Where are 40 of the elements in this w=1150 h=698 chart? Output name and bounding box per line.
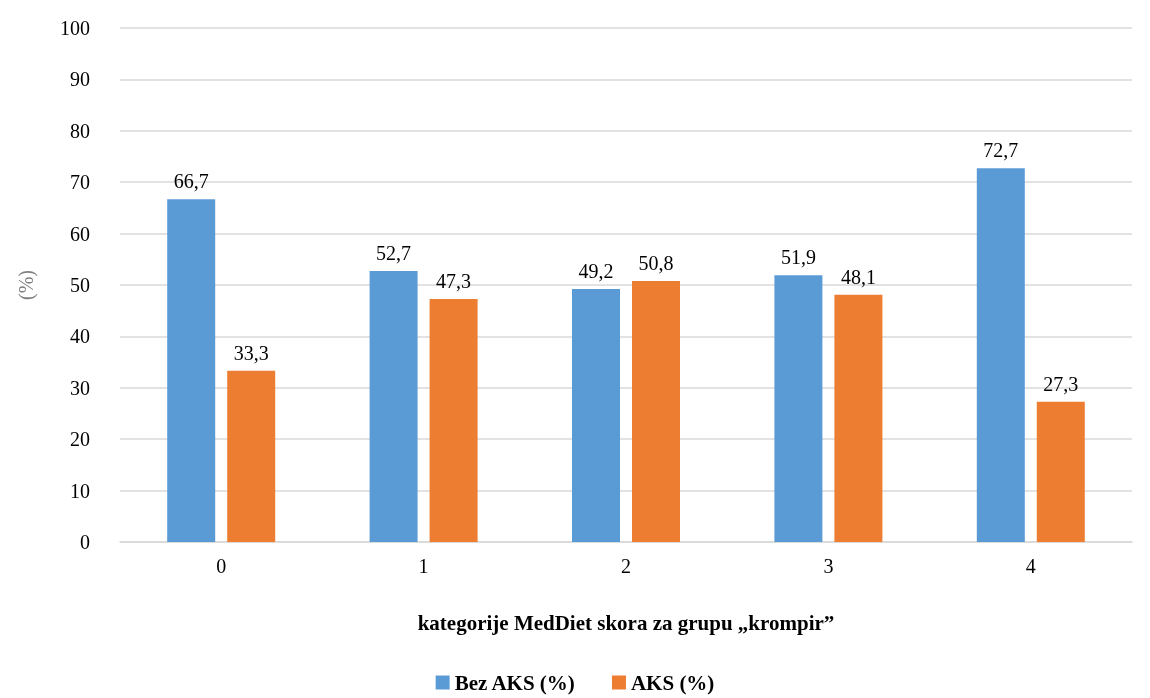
data-label: 27,3 bbox=[1043, 372, 1079, 395]
bar bbox=[774, 275, 823, 542]
x-tick-label: 3 bbox=[823, 555, 834, 577]
bar bbox=[1036, 401, 1085, 542]
y-tick-label: 40 bbox=[70, 325, 90, 348]
data-label: 51,9 bbox=[780, 246, 816, 269]
legend-label: AKS (%) bbox=[630, 670, 715, 695]
bar bbox=[572, 289, 620, 542]
x-axis-title: kategorije MedDiet skora za grupu „krompir” bbox=[417, 610, 835, 635]
x-tick-label: 4 bbox=[1025, 555, 1036, 577]
bar bbox=[632, 280, 680, 542]
x-tick-label: 2 bbox=[621, 555, 631, 577]
data-label: 48,1 bbox=[840, 265, 876, 288]
y-tick-label: 100 bbox=[60, 17, 90, 39]
y-tick-label: 70 bbox=[70, 171, 90, 194]
y-tick-label: 10 bbox=[70, 479, 90, 502]
data-label: 49,2 bbox=[578, 260, 614, 283]
bar bbox=[167, 199, 216, 542]
y-tick-label: 60 bbox=[70, 222, 90, 245]
y-tick-label: 20 bbox=[70, 428, 90, 451]
bar bbox=[976, 168, 1025, 542]
bar bbox=[834, 294, 883, 542]
data-label: 52,7 bbox=[376, 242, 412, 265]
bar bbox=[227, 370, 276, 542]
x-tick-label: 1 bbox=[418, 555, 429, 577]
y-axis-title: (%) bbox=[15, 270, 38, 300]
x-tick-label: 0 bbox=[216, 555, 227, 577]
data-label: 33,3 bbox=[233, 341, 269, 364]
bar bbox=[369, 271, 418, 542]
data-label: 47,3 bbox=[436, 269, 472, 292]
bar bbox=[429, 298, 478, 542]
data-label: 50,8 bbox=[638, 251, 674, 274]
y-tick-label: 0 bbox=[80, 531, 90, 553]
y-tick-label: 80 bbox=[70, 119, 90, 142]
y-tick-label: 30 bbox=[70, 376, 90, 399]
data-label: 72,7 bbox=[983, 139, 1019, 162]
y-tick-label: 90 bbox=[70, 68, 90, 91]
data-label: 66,7 bbox=[173, 170, 209, 193]
y-tick-label: 50 bbox=[70, 274, 90, 296]
legend-label: Bez AKS (%) bbox=[454, 670, 575, 695]
